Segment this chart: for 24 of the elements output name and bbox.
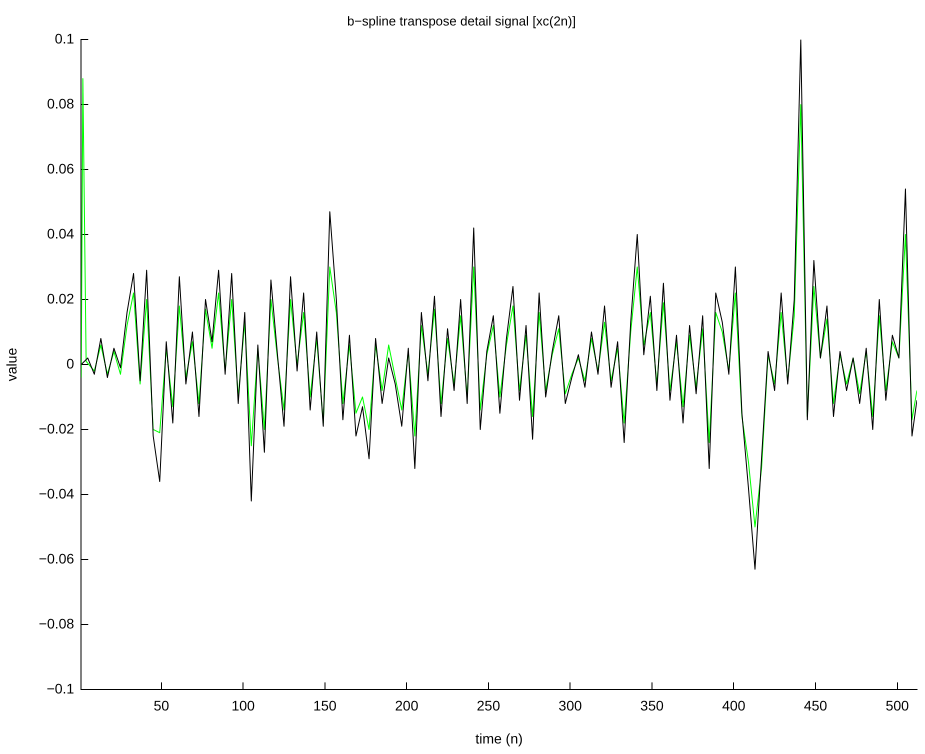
y-tick-label: −0.02 — [38, 420, 74, 436]
y-axis-title: value — [3, 348, 20, 382]
y-tick-label: −0.04 — [38, 485, 74, 502]
x-tick-label: 300 — [558, 698, 582, 714]
y-tick-label: 0.04 — [46, 225, 74, 242]
chart-title: b−spline transpose detail signal [xc(2n)] — [347, 13, 576, 28]
x-tick-label: 500 — [886, 698, 910, 714]
x-tick-label: 400 — [722, 698, 746, 714]
x-tick-label: 100 — [231, 698, 256, 714]
x-tick-label: 350 — [640, 698, 664, 714]
x-tick-label: 250 — [476, 698, 500, 714]
x-tick-label: 450 — [804, 698, 828, 714]
x-tick-label: 150 — [313, 698, 337, 714]
y-tick-label: 0.06 — [46, 160, 74, 176]
y-tick-label: 0.08 — [46, 95, 74, 112]
x-tick-label: 200 — [394, 698, 419, 714]
y-tick-label: 0.02 — [46, 290, 74, 306]
y-tick-label: −0.1 — [46, 680, 74, 696]
y-tick-label: −0.06 — [38, 550, 74, 566]
y-tick-label: 0 — [66, 355, 74, 372]
x-axis-title: time (n) — [475, 730, 523, 746]
y-tick-label: 0.1 — [54, 30, 74, 46]
x-tick-label: 50 — [154, 698, 170, 714]
y-tick-label: −0.08 — [38, 615, 74, 632]
